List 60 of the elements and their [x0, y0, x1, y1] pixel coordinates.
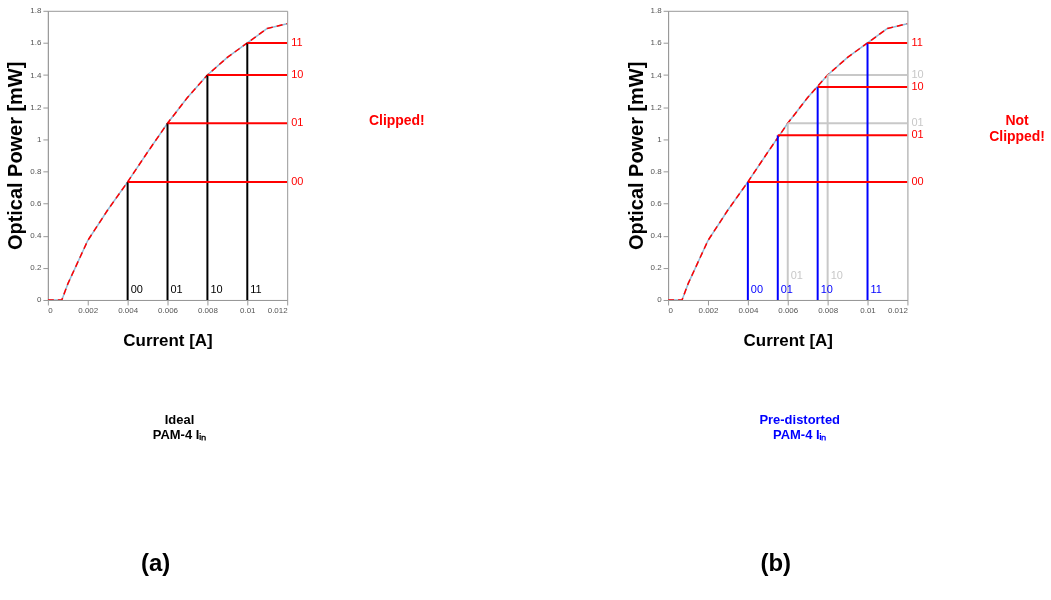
annotation: 00 [750, 283, 764, 295]
annotation: 00 [911, 174, 924, 187]
annotation: 01 [170, 283, 183, 295]
annotation: 10 [291, 68, 304, 81]
annotation: 11 [291, 35, 303, 48]
y-tick-label: 0.4 [30, 231, 42, 241]
text: Pre-distorted PAM-4 Iᵢₙ [759, 411, 841, 442]
y-tick-label: 0 [36, 295, 42, 305]
annotation: 11 [250, 283, 262, 295]
annotation: 10 [820, 283, 833, 295]
y-tick-label: 1.4 [650, 70, 663, 80]
y-tick-label: 1 [36, 134, 42, 144]
annotation: 10 [210, 283, 223, 295]
y-tick-label: 1 [657, 134, 663, 144]
y-tick-label: 0 [657, 295, 663, 305]
y-tick-label: 1.6 [650, 38, 663, 48]
y-tick-label: 0.8 [30, 166, 42, 176]
annotation: 01 [780, 283, 793, 295]
y-tick-label: 1.6 [30, 38, 42, 48]
x-tick-label: 0.004 [738, 306, 759, 316]
y-tick-label: 1.4 [30, 70, 42, 80]
x-tick-label: 0.006 [778, 306, 799, 316]
annotation: 00 [291, 174, 304, 187]
x-axis-title: Current [A] [123, 331, 213, 351]
text: (b) [760, 549, 792, 577]
y-tick-label: 0.2 [650, 263, 663, 273]
y-tick-label: 1.8 [30, 6, 42, 16]
text: (a) [140, 549, 171, 577]
x-tick-label: 0.008 [197, 306, 219, 316]
x-tick-label: 0.002 [698, 306, 720, 316]
x-tick-label: 0.008 [818, 306, 839, 316]
x-tick-label: 0.01 [240, 306, 257, 316]
y-axis-title: Optical Power [mW] [4, 61, 27, 251]
annotation: 11 [911, 35, 923, 48]
x-tick-label: 0.01 [860, 306, 877, 316]
y-axis-title: Optical Power [mW] [624, 61, 647, 251]
text: Ideal PAM-4 Iᵢₙ [152, 411, 207, 442]
text: Not Clipped! [989, 111, 1045, 144]
x-tick-label: 0.006 [158, 306, 179, 316]
y-tick-label: 1.2 [650, 102, 663, 112]
y-tick-label: 0.8 [650, 166, 663, 176]
text: Clipped! [368, 111, 425, 128]
annotation: 11 [870, 283, 882, 295]
x-axis-title: Current [A] [743, 331, 833, 351]
x-tick-label: 0.012 [887, 306, 909, 316]
x-tick-label: 0.004 [118, 306, 139, 316]
y-tick-label: 0.6 [30, 199, 42, 209]
x-tick-label: 0.002 [78, 306, 99, 316]
annotation: 01 [291, 116, 304, 129]
annotation: 10 [911, 80, 924, 93]
x-tick-label: 0 [668, 306, 674, 316]
y-tick-label: 1.2 [30, 102, 42, 112]
y-tick-label: 1.8 [650, 6, 663, 16]
y-tick-label: 0.2 [30, 263, 42, 273]
y-tick-label: 0.4 [650, 231, 663, 241]
annotation: 01 [911, 128, 924, 141]
x-tick-label: 0 [48, 306, 54, 316]
y-tick-label: 0.6 [650, 199, 663, 209]
annotation: 00 [130, 283, 143, 295]
x-tick-label: 0.012 [267, 306, 289, 316]
